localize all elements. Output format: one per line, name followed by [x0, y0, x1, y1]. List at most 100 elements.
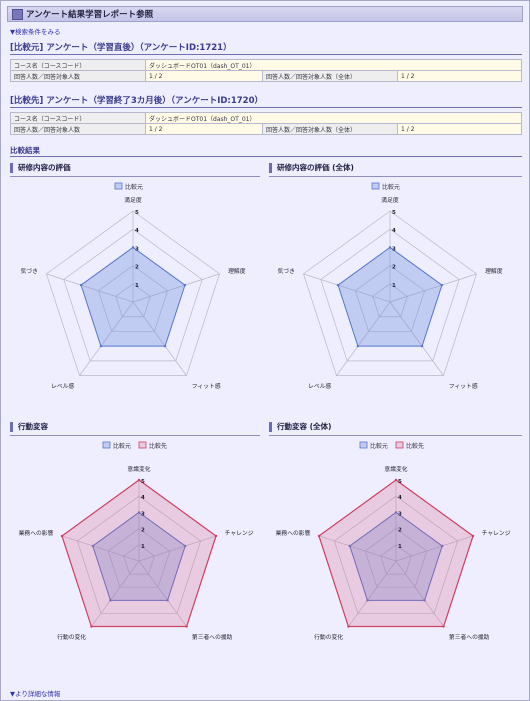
legend-swatch: [114, 182, 123, 190]
table-cell: コース名（コースコード）: [10, 112, 146, 124]
axis-spoke: [389, 301, 444, 376]
tick-label: 1: [392, 283, 396, 289]
axis-label: 行動の変化: [314, 633, 343, 641]
tick-label: 4: [135, 228, 139, 234]
tick-label: 2: [392, 265, 396, 271]
data-point: [137, 511, 141, 514]
table-cell: コース名（コースコード）: [10, 59, 146, 71]
tick-label: 5: [392, 210, 396, 216]
section-divider: [10, 54, 522, 55]
grid-ring: [303, 210, 477, 376]
data-point: [441, 544, 444, 548]
compare-target-table: コース名（コースコード） ダッシュボードOT01（dash_OT_01） 回答人…: [10, 112, 522, 135]
series-polygon-base: [80, 246, 186, 347]
compare-result-heading: 比較結果: [10, 146, 40, 155]
legend-swatch: [102, 441, 111, 449]
axis-spoke: [389, 273, 477, 303]
axis-label: 第三者への援助: [192, 633, 233, 641]
axis-label: レベル感: [51, 382, 74, 390]
legend-swatch: [359, 441, 368, 449]
tick-label: 1: [141, 544, 145, 550]
axis-label: 業務への影響: [276, 529, 311, 537]
chart-title-eval: 研修内容の評価: [10, 163, 71, 173]
data-point: [442, 625, 445, 628]
tick-label: 3: [135, 246, 139, 252]
axis-label: チャレンジ: [225, 530, 254, 537]
chart-divider: [10, 435, 260, 436]
data-point: [90, 625, 93, 628]
data-point: [109, 599, 112, 602]
grid-ring: [107, 528, 171, 588]
tick-label: 5: [135, 210, 139, 216]
axis-label: 満足度: [124, 196, 142, 204]
grid-ring: [97, 265, 169, 332]
axis-spoke: [138, 535, 217, 562]
data-point: [420, 344, 424, 348]
grid-ring: [63, 228, 203, 362]
grid-ring: [354, 265, 426, 332]
axis-label: 意識変化: [384, 465, 407, 473]
data-point: [394, 478, 398, 482]
table-cell: 1 / 2: [145, 123, 263, 135]
table-cell: 回答人数／回答対象人数（全体）: [262, 70, 398, 82]
legend-swatch: [371, 182, 380, 190]
axis-label: 理解度: [228, 267, 246, 275]
axis-spoke: [46, 273, 134, 303]
more-details-link[interactable]: ▼より詳細な情報: [10, 690, 61, 698]
table-cell: 1 / 2: [397, 70, 522, 82]
tick-label: 4: [141, 495, 145, 501]
chart-title-behavior: 行動変容: [10, 422, 48, 432]
axis-spoke: [303, 273, 391, 303]
data-point: [394, 511, 398, 514]
series-polygon-base: [92, 511, 186, 601]
table-cell: 1 / 2: [145, 70, 263, 82]
axis-spoke: [336, 301, 391, 376]
table-cell: 1 / 2: [397, 123, 522, 135]
search-conditions-link[interactable]: ▼検索条件をみる: [10, 28, 61, 36]
grid-ring: [123, 544, 155, 575]
data-point: [356, 344, 360, 348]
data-point: [471, 534, 475, 538]
tick-label: 4: [398, 495, 402, 501]
table-row: 回答人数／回答対象人数 1 / 2 回答人数／回答対象人数（全体） 1 / 2: [10, 70, 522, 82]
grid-ring: [364, 528, 428, 588]
chart-divider: [269, 176, 522, 177]
tick-label: 3: [392, 246, 396, 252]
data-point: [91, 544, 94, 548]
legend-swatch: [395, 441, 404, 449]
axis-label: 業務への影響: [19, 529, 54, 537]
data-point: [184, 544, 187, 548]
data-point: [183, 283, 187, 287]
data-point: [336, 283, 340, 287]
data-point: [166, 599, 169, 602]
axis-label: 気づき: [20, 267, 37, 275]
section-divider: [10, 107, 522, 108]
report-icon: [12, 9, 23, 20]
data-point: [423, 599, 426, 602]
tick-label: 3: [398, 511, 402, 517]
tick-label: 2: [135, 265, 139, 271]
data-point: [60, 534, 64, 538]
axis-label: 気づき: [277, 267, 294, 275]
axis-spoke: [91, 560, 140, 627]
data-point: [348, 544, 351, 548]
axis-spoke: [79, 301, 134, 376]
chart-divider: [10, 176, 260, 177]
data-point: [347, 625, 350, 628]
data-point: [214, 534, 218, 538]
axis-label: フィット感: [192, 382, 221, 390]
tick-label: 5: [141, 479, 145, 485]
table-cell: 回答人数／回答対象人数（全体）: [262, 123, 398, 135]
axis-label: 第三者への援助: [449, 633, 490, 641]
tick-label: 1: [135, 283, 139, 289]
axis-spoke: [61, 535, 140, 562]
axis-spoke: [395, 535, 474, 562]
chart-title-behavior-all: 行動変容 (全体): [269, 422, 331, 432]
axis-spoke: [132, 273, 220, 303]
compare-source-heading: [比較元] アンケート（学習直後）（アンケートID:1721）: [10, 43, 232, 53]
compare-source-table: コース名（コースコード） ダッシュボードOT01（dash_OT_01） 回答人…: [10, 59, 522, 82]
grid-ring: [76, 495, 202, 614]
table-cell: 回答人数／回答対象人数: [10, 123, 146, 135]
data-point: [163, 344, 167, 348]
